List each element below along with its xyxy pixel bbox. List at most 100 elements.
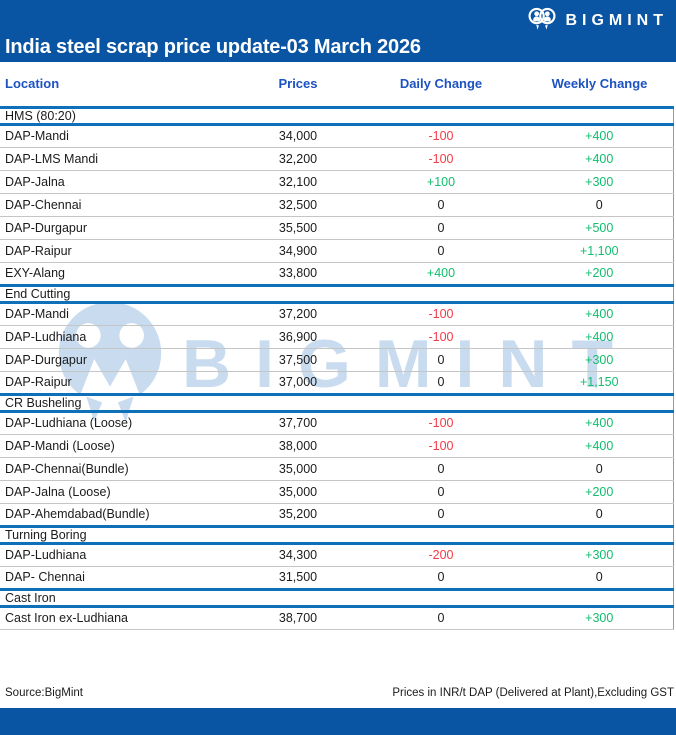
weekly-change-cell: +300 bbox=[526, 543, 674, 567]
section-name: Cast Iron bbox=[0, 587, 674, 608]
section-row: CR Busheling bbox=[0, 392, 674, 413]
daily-change-cell: 0 bbox=[356, 371, 526, 395]
weekly-change-cell: +400 bbox=[526, 147, 674, 171]
footnote: Source:BigMint Prices in INR/t DAP (Deli… bbox=[0, 678, 676, 708]
location-cell: DAP- Chennai bbox=[0, 566, 240, 590]
table-row: DAP-Ludhiana (Loose) 37,700 -100 +400 bbox=[0, 411, 674, 435]
price-cell: 34,300 bbox=[240, 543, 356, 567]
weekly-change-cell: 0 bbox=[526, 566, 674, 590]
bigmint-logo-icon bbox=[528, 7, 556, 30]
location-cell: DAP-Jalna (Loose) bbox=[0, 480, 240, 504]
location-cell: DAP-LMS Mandi bbox=[0, 147, 240, 171]
weekly-change-cell: +400 bbox=[526, 411, 674, 435]
page-title: India steel scrap price update-03 March … bbox=[5, 36, 421, 58]
daily-change-cell: 0 bbox=[356, 348, 526, 372]
price-cell: 32,200 bbox=[240, 147, 356, 171]
price-cell: 35,200 bbox=[240, 503, 356, 527]
weekly-change-cell: 0 bbox=[526, 503, 674, 527]
location-cell: DAP-Raipur bbox=[0, 371, 240, 395]
daily-change-cell: -100 bbox=[356, 411, 526, 435]
col-header-prices: Prices bbox=[278, 76, 318, 92]
brand-name: BIGMINT bbox=[565, 12, 668, 29]
weekly-change-cell: +200 bbox=[526, 262, 674, 286]
table-row: DAP-Jalna (Loose) 35,000 0 +200 bbox=[0, 480, 674, 504]
location-cell: Cast Iron ex-Ludhiana bbox=[0, 606, 240, 630]
weekly-change-cell: +400 bbox=[526, 124, 674, 148]
daily-change-cell: 0 bbox=[356, 216, 526, 240]
location-cell: EXY-Alang bbox=[0, 262, 240, 286]
source-label: Source:BigMint bbox=[5, 687, 83, 699]
section-row: HMS (80:20) bbox=[0, 105, 674, 126]
price-cell: 37,000 bbox=[240, 371, 356, 395]
section-name: Turning Boring bbox=[0, 524, 674, 545]
daily-change-cell: 0 bbox=[356, 606, 526, 630]
location-cell: DAP-Mandi (Loose) bbox=[0, 434, 240, 458]
col-header-location: Location bbox=[5, 76, 60, 92]
table-row: DAP-Jalna 32,100 +100 +300 bbox=[0, 170, 674, 194]
daily-change-cell: -100 bbox=[356, 325, 526, 349]
location-cell: DAP-Jalna bbox=[0, 170, 240, 194]
price-cell: 38,700 bbox=[240, 606, 356, 630]
table-row: DAP-Mandi 34,000 -100 +400 bbox=[0, 124, 674, 148]
col-header-weekly-change: Weekly Change bbox=[551, 76, 648, 92]
price-cell: 36,900 bbox=[240, 325, 356, 349]
weekly-change-cell: +300 bbox=[526, 170, 674, 194]
price-cell: 34,900 bbox=[240, 239, 356, 263]
weekly-change-cell: +300 bbox=[526, 348, 674, 372]
section-name: CR Busheling bbox=[0, 392, 674, 413]
weekly-change-cell: +500 bbox=[526, 216, 674, 240]
table-row: DAP-Mandi (Loose) 38,000 -100 +400 bbox=[0, 434, 674, 458]
weekly-change-cell: +1,100 bbox=[526, 239, 674, 263]
weekly-change-cell: 0 bbox=[526, 193, 674, 217]
location-cell: DAP-Durgapur bbox=[0, 216, 240, 240]
price-cell: 32,500 bbox=[240, 193, 356, 217]
daily-change-cell: 0 bbox=[356, 503, 526, 527]
table-row: DAP-Chennai 32,500 0 0 bbox=[0, 193, 674, 217]
table-row: DAP-Mandi 37,200 -100 +400 bbox=[0, 302, 674, 326]
price-cell: 37,200 bbox=[240, 302, 356, 326]
daily-change-cell: -100 bbox=[356, 302, 526, 326]
price-units-note: Prices in INR/t DAP (Delivered at Plant)… bbox=[392, 687, 674, 699]
location-cell: DAP-Raipur bbox=[0, 239, 240, 263]
price-cell: 33,800 bbox=[240, 262, 356, 286]
location-cell: DAP-Ahemdabad(Bundle) bbox=[0, 503, 240, 527]
price-table: Location Prices Daily Change Weekly Chan… bbox=[0, 62, 674, 630]
price-cell: 35,000 bbox=[240, 480, 356, 504]
section-name: HMS (80:20) bbox=[0, 105, 674, 126]
table-row: DAP-Chennai(Bundle) 35,000 0 0 bbox=[0, 457, 674, 481]
bottom-bar bbox=[0, 708, 676, 735]
price-cell: 35,000 bbox=[240, 457, 356, 481]
table-row: DAP-Durgapur 37,500 0 +300 bbox=[0, 348, 674, 372]
col-header-daily-change: Daily Change bbox=[399, 76, 483, 92]
daily-change-cell: 0 bbox=[356, 566, 526, 590]
section-row: Cast Iron bbox=[0, 587, 674, 608]
price-cell: 32,100 bbox=[240, 170, 356, 194]
price-cell: 31,500 bbox=[240, 566, 356, 590]
weekly-change-cell: +300 bbox=[526, 606, 674, 630]
table-row: DAP-Raipur 37,000 0 +1,150 bbox=[0, 371, 674, 395]
weekly-change-cell: 0 bbox=[526, 457, 674, 481]
daily-change-cell: 0 bbox=[356, 457, 526, 481]
weekly-change-cell: +400 bbox=[526, 434, 674, 458]
location-cell: DAP-Durgapur bbox=[0, 348, 240, 372]
location-cell: DAP-Mandi bbox=[0, 124, 240, 148]
header-banner: BIGMINT India steel scrap price update-0… bbox=[0, 0, 676, 62]
section-row: Turning Boring bbox=[0, 524, 674, 545]
table-row: Cast Iron ex-Ludhiana 38,700 0 +300 bbox=[0, 606, 674, 630]
location-cell: DAP-Chennai bbox=[0, 193, 240, 217]
table-row: DAP-Ludhiana 36,900 -100 +400 bbox=[0, 325, 674, 349]
price-cell: 37,700 bbox=[240, 411, 356, 435]
daily-change-cell: -100 bbox=[356, 147, 526, 171]
section-row: End Cutting bbox=[0, 283, 674, 304]
price-cell: 38,000 bbox=[240, 434, 356, 458]
weekly-change-cell: +200 bbox=[526, 480, 674, 504]
price-table-area: BIGMINT Location Prices Daily Change Wee… bbox=[0, 62, 676, 678]
table-row: DAP-LMS Mandi 32,200 -100 +400 bbox=[0, 147, 674, 171]
table-row: DAP-Durgapur 35,500 0 +500 bbox=[0, 216, 674, 240]
weekly-change-cell: +1,150 bbox=[526, 371, 674, 395]
table-row: DAP- Chennai 31,500 0 0 bbox=[0, 566, 674, 590]
daily-change-cell: -100 bbox=[356, 124, 526, 148]
price-cell: 35,500 bbox=[240, 216, 356, 240]
table-row: DAP-Ludhiana 34,300 -200 +300 bbox=[0, 543, 674, 567]
